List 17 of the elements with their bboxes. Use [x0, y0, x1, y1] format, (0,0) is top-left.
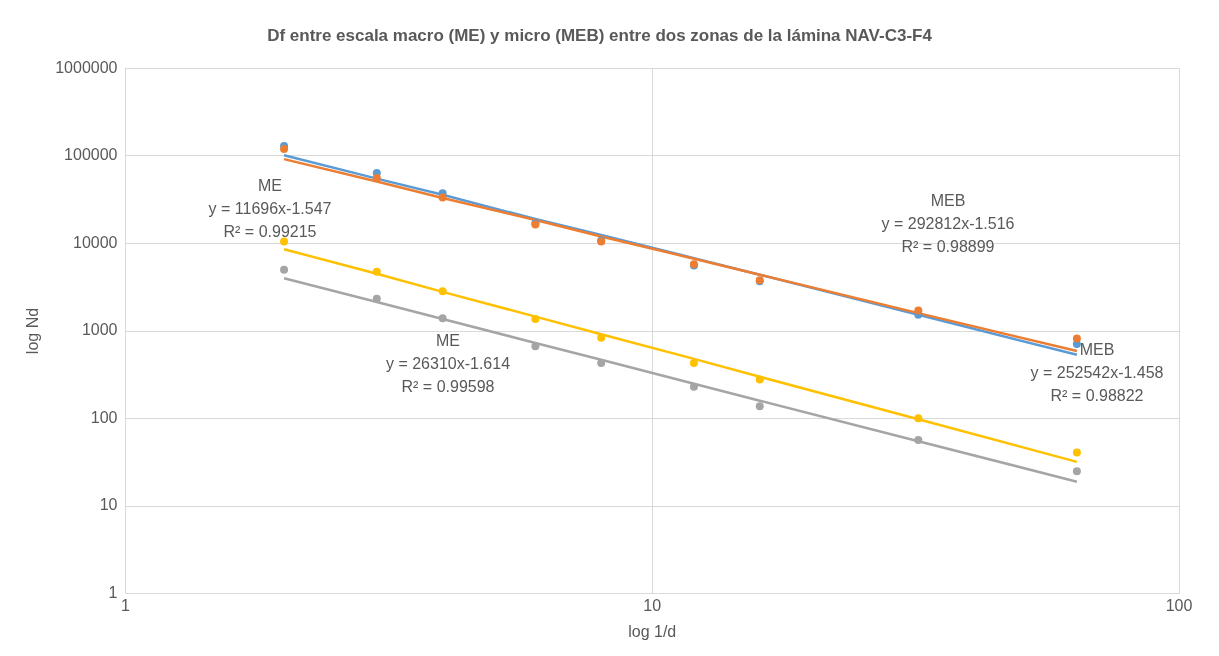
y-tick-label: 1	[108, 584, 118, 602]
x-axis-title: log 1/d	[628, 622, 677, 640]
y-tick-label: 10	[99, 496, 118, 514]
y-tick-label: 100	[90, 408, 118, 426]
chart-title: Df entre escala macro (ME) y micro (MEB) entre dos zonas de la lámina NAV-C3-F4	[267, 25, 933, 45]
x-tick-label: 1	[121, 596, 131, 614]
annotation: MEB y = 292812x-1.516 R² = 0.98899	[881, 192, 1015, 256]
annotation: MEB y = 252542x-1.458 R² = 0.98822	[1030, 341, 1164, 405]
annotation: ME y = 26310x-1.614 R² = 0.99598	[385, 332, 511, 396]
x-tick-label: 10	[643, 596, 662, 614]
y-axis-title: log Nd	[24, 307, 42, 355]
y-tick-label: 1000	[81, 321, 118, 339]
y-tick-label: 100000	[64, 146, 118, 164]
annotation: ME y = 11696x-1.547 R² = 0.99215	[208, 177, 332, 241]
y-tick-label: 10000	[72, 233, 118, 251]
y-tick-label: 1000000	[55, 58, 118, 76]
x-tick-label: 100	[1165, 596, 1193, 614]
